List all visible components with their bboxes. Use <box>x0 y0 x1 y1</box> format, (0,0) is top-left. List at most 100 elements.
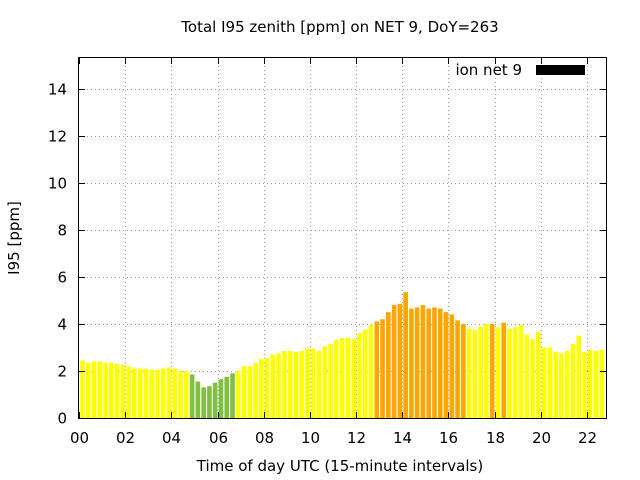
x-tick-label: 08 <box>255 429 274 447</box>
x-tick-label: 02 <box>116 429 135 447</box>
bar <box>443 312 449 418</box>
bar <box>489 323 495 418</box>
x-axis-label: Time of day UTC (15-minute intervals) <box>196 457 483 475</box>
x-tick-label: 04 <box>162 429 181 447</box>
bar <box>536 332 541 418</box>
bar <box>120 365 126 418</box>
bar <box>149 369 155 418</box>
bar <box>357 333 362 418</box>
bar <box>403 292 408 418</box>
bar <box>547 347 553 418</box>
bar <box>530 339 535 418</box>
x-tick-label: 00 <box>70 429 89 447</box>
bar <box>85 362 91 418</box>
y-tick-labels: 0 2 4 6 8 10 12 14 <box>48 81 67 428</box>
bar <box>564 350 570 418</box>
bar <box>305 348 310 418</box>
y-tick-label: 12 <box>48 128 67 146</box>
bar <box>241 366 247 418</box>
bar <box>264 358 270 418</box>
y-axis-label: I95 [ppm] <box>5 201 23 275</box>
bar <box>437 308 443 418</box>
bar <box>409 308 414 418</box>
legend-swatch <box>536 65 585 75</box>
bar <box>328 343 333 418</box>
y-tick-label: 2 <box>57 363 67 381</box>
bar <box>230 373 235 418</box>
x-tick-label: 20 <box>532 429 551 447</box>
bar <box>582 352 587 418</box>
bar <box>397 303 403 418</box>
bar <box>253 362 258 418</box>
bar <box>449 314 455 418</box>
x-tick-label: 14 <box>393 429 412 447</box>
bar <box>414 307 420 418</box>
bar <box>322 346 328 418</box>
bar <box>339 338 345 418</box>
bar <box>212 382 218 418</box>
bar <box>97 361 103 418</box>
bar <box>287 350 293 418</box>
bar <box>207 386 212 418</box>
y-tick-label: 0 <box>57 410 67 428</box>
bar <box>386 312 391 418</box>
bar <box>276 353 281 418</box>
bar <box>478 326 483 418</box>
plot-frame <box>78 57 607 419</box>
x-tick-labels: 00 02 04 06 08 10 12 14 16 18 20 22 <box>70 429 597 447</box>
bars <box>80 292 605 418</box>
bar <box>218 379 224 418</box>
bar <box>195 381 201 418</box>
legend-label: ion net 9 <box>455 61 522 79</box>
x-tick-label: 10 <box>301 429 320 447</box>
chart-title: Total I95 zenith [ppm] on NET 9, DoY=263 <box>180 18 498 36</box>
bar <box>512 327 518 418</box>
y-tick-label: 10 <box>48 175 67 193</box>
bar <box>345 338 351 418</box>
bar <box>80 360 85 418</box>
bar <box>466 328 472 418</box>
axis-ticks <box>79 58 606 419</box>
bar <box>247 366 253 418</box>
bar <box>143 368 149 418</box>
bar <box>391 305 397 418</box>
bar <box>259 359 264 418</box>
bar <box>570 343 576 418</box>
bar <box>103 362 108 418</box>
y-tick-label: 4 <box>57 316 67 334</box>
bar <box>178 370 183 418</box>
bar <box>310 348 316 418</box>
bar <box>368 325 374 418</box>
bar <box>380 319 385 418</box>
y-tick-label: 8 <box>57 222 67 240</box>
bar <box>593 350 599 418</box>
grid-lines <box>79 58 606 418</box>
bar <box>91 361 97 418</box>
y-tick-label: 6 <box>57 269 67 287</box>
bar <box>334 340 339 418</box>
bar <box>587 349 593 418</box>
bar <box>166 367 172 418</box>
bar <box>270 354 276 418</box>
bar <box>559 353 564 418</box>
bar <box>132 368 137 418</box>
bar <box>426 308 432 418</box>
bar <box>201 387 206 418</box>
bar <box>484 323 489 418</box>
x-tick-label: 16 <box>439 429 458 447</box>
bar <box>126 366 131 418</box>
bar <box>553 352 558 418</box>
x-tick-label: 12 <box>347 429 366 447</box>
bar <box>541 347 547 418</box>
bar <box>235 370 241 418</box>
bar <box>362 329 368 418</box>
bar <box>374 321 380 418</box>
bar <box>495 327 501 418</box>
bar <box>184 370 189 418</box>
bar <box>455 320 460 418</box>
bar <box>137 368 143 418</box>
bar <box>420 305 426 418</box>
y-tick-label: 14 <box>48 81 67 99</box>
bar <box>576 335 582 418</box>
bar <box>282 350 287 418</box>
